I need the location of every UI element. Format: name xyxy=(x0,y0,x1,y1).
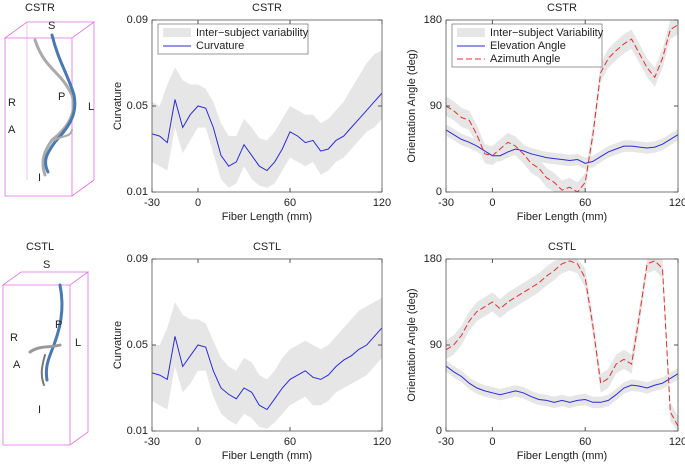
chart-title: CSTL xyxy=(253,241,281,253)
x-tick-label: 60 xyxy=(284,197,296,209)
rendering-label: A xyxy=(8,124,16,136)
chart: CSTR -30 0 60 120 0.01 0.05 0.09 Fiber Length (m… xyxy=(112,2,391,223)
variability-band xyxy=(152,50,382,188)
legend-label: Curvature xyxy=(196,40,244,52)
rendering-label: R xyxy=(10,332,18,344)
y-tick-label: 180 xyxy=(424,253,442,265)
y-tick-label: 0.09 xyxy=(127,253,148,265)
rendering-label: L xyxy=(88,101,94,113)
y-axis-label: Orientation Angle (deg) xyxy=(406,49,418,162)
x-tick-label: 60 xyxy=(579,197,591,209)
x-axis-label: Fiber Length (mm) xyxy=(222,211,312,223)
series-line xyxy=(446,24,678,192)
series-line xyxy=(446,260,678,427)
y-tick-label: 0.05 xyxy=(127,339,148,351)
legend-label: Azimuth Angle xyxy=(490,53,560,65)
variability-band xyxy=(152,297,382,429)
x-tick-label: -30 xyxy=(144,436,160,448)
variability-band xyxy=(446,20,678,192)
rendering-label: L xyxy=(75,337,81,349)
y-tick-label: 0 xyxy=(436,425,442,437)
rendering-label: I xyxy=(38,172,41,184)
legend-label: Elevation Angle xyxy=(490,40,566,52)
y-tick-label: 0.05 xyxy=(127,100,148,112)
x-tick-label: 60 xyxy=(284,436,296,448)
y-axis-label: Curvature xyxy=(112,82,124,130)
chart-title: CSTL xyxy=(548,241,576,253)
legend-label: Inter−subject Variability xyxy=(490,27,604,39)
plot-area xyxy=(446,20,678,192)
x-tick-label: 60 xyxy=(579,436,591,448)
y-tick-label: 0.01 xyxy=(127,186,148,198)
x-tick-label: 120 xyxy=(373,197,391,209)
chart-title: CSTR xyxy=(252,2,282,14)
y-tick-label: 0 xyxy=(436,186,442,198)
plot-area xyxy=(446,259,678,431)
x-tick-label: 120 xyxy=(669,197,685,209)
rendering-title: CSTR xyxy=(25,2,55,14)
y-tick-label: 0.01 xyxy=(127,425,148,437)
rendering-label: R xyxy=(8,97,16,109)
rendering-cstl: CSTL S R P L A I xyxy=(1,241,90,446)
y-tick-label: 90 xyxy=(430,100,442,112)
series-line xyxy=(446,365,678,403)
x-tick-label: -30 xyxy=(144,197,160,209)
x-tick-label: -30 xyxy=(438,197,454,209)
rendering-cstr: CSTR S R P L A I xyxy=(3,2,96,197)
plot-area xyxy=(152,50,382,188)
legend-label: Inter−subject variability xyxy=(196,27,309,39)
x-tick-label: 0 xyxy=(489,197,495,209)
variability-band xyxy=(446,360,678,409)
plot-area xyxy=(152,297,382,429)
rendering-label: A xyxy=(13,359,21,371)
x-tick-label: 120 xyxy=(373,436,391,448)
chart-title: CSTR xyxy=(547,2,577,14)
x-tick-label: -30 xyxy=(438,436,454,448)
x-tick-label: 0 xyxy=(195,197,201,209)
rendering-label: P xyxy=(58,91,65,103)
series-line xyxy=(152,327,382,411)
rendering-label: S xyxy=(43,259,50,271)
series-line xyxy=(152,92,382,172)
x-axis-label: Fiber Length (mm) xyxy=(517,211,607,223)
x-axis-label: Fiber Length (mm) xyxy=(517,450,607,462)
rendering-title: CSTL xyxy=(26,241,54,253)
y-tick-label: 90 xyxy=(430,339,442,351)
rendering-label: I xyxy=(38,404,41,416)
variability-band xyxy=(446,259,678,431)
chart: CSTL -30 0 60 120 0.01 0.05 0.09 Fiber Length (m… xyxy=(112,241,391,462)
y-tick-label: 0.09 xyxy=(127,14,148,26)
x-tick-label: 0 xyxy=(489,436,495,448)
x-tick-label: 120 xyxy=(669,436,685,448)
y-axis-label: Curvature xyxy=(112,321,124,369)
rendering-label: P xyxy=(55,319,62,331)
legend-swatch xyxy=(163,28,191,37)
y-tick-label: 180 xyxy=(424,14,442,26)
x-axis-label: Fiber Length (mm) xyxy=(222,450,312,462)
rendering-label: S xyxy=(48,20,55,32)
variability-band xyxy=(446,124,678,170)
legend-swatch xyxy=(457,28,485,37)
x-tick-label: 0 xyxy=(195,436,201,448)
series-line xyxy=(446,129,678,164)
y-axis-label: Orientation Angle (deg) xyxy=(406,288,418,401)
